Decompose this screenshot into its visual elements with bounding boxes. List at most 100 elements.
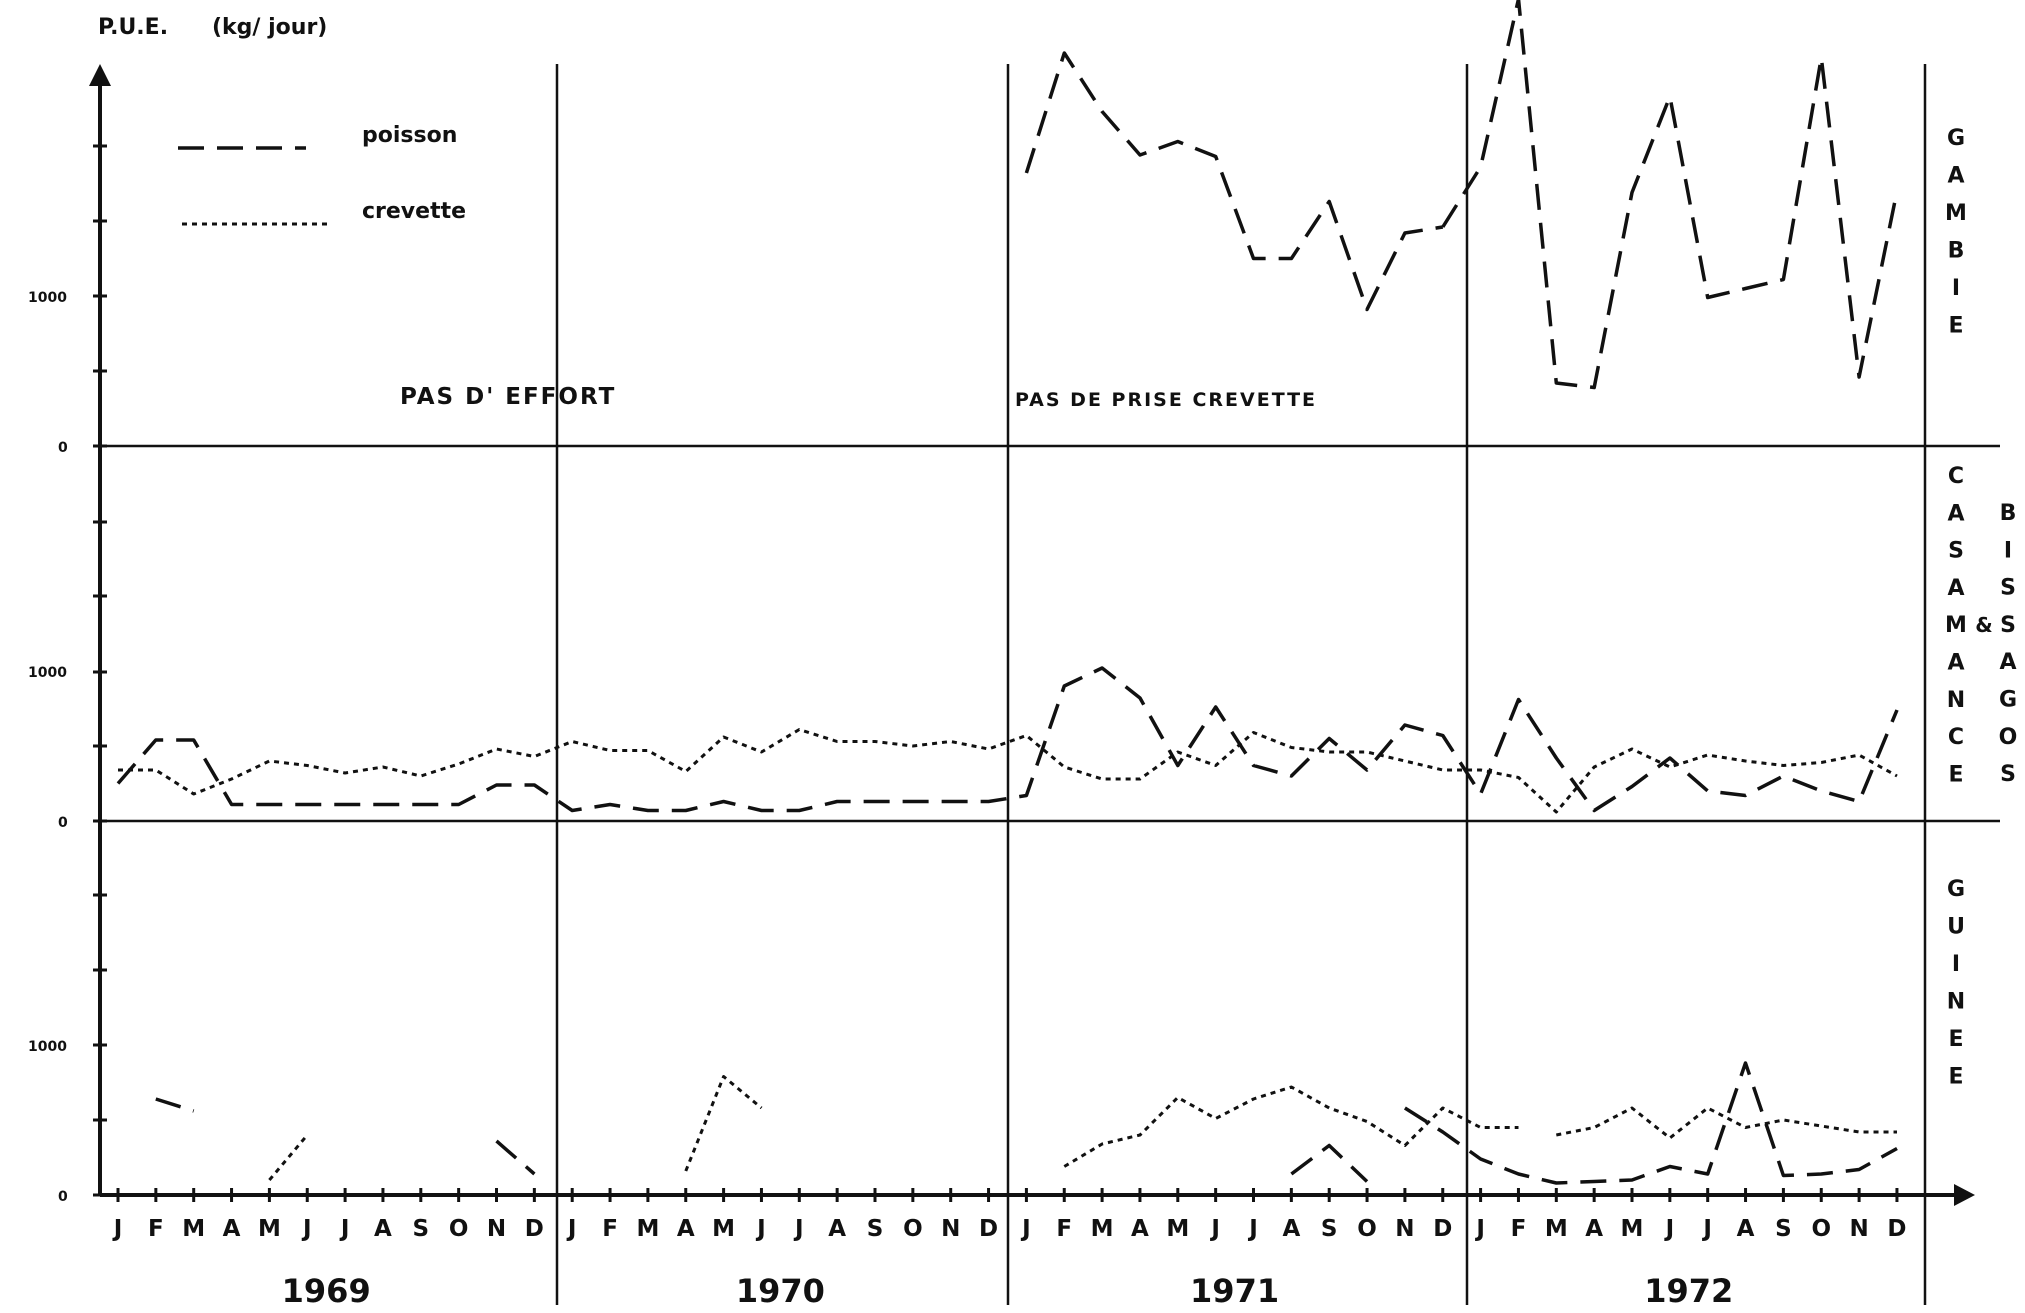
series-guinee-crevette-1 [684,1075,763,1172]
region-label-bissagos-letter: S [2000,762,2016,787]
series-guinee-crevette-2 [1063,1085,1519,1168]
month-tick-label: M [258,1216,281,1242]
month-tick-label: O [1357,1216,1377,1242]
region-label-guinee-letter: E [1948,1065,1963,1090]
region-label-casamance-letter: A [1947,501,1964,526]
month-tick-label: S [1321,1216,1338,1242]
region-label-gambie-letter: B [1948,239,1965,264]
region-label-guinee-letter: E [1948,1027,1963,1052]
month-tick-label: M [1545,1216,1568,1242]
month-tick-label: A [1282,1216,1300,1242]
series-gambie-poisson-0 [1024,51,1444,312]
region-label-bissagos-letter: O [1999,725,2018,750]
month-tick-label: M [182,1216,205,1242]
month-tick-label: F [1511,1216,1527,1242]
month-tick-label: D [1433,1216,1452,1242]
month-tick-label: O [1811,1216,1831,1242]
annotation-pas-de-prise-crevette: PAS DE PRISE CREVETTE [1015,389,1317,411]
tick-marks [93,144,1899,1202]
month-tick-label: F [148,1216,164,1242]
y-tick-label-1000: 1000 [28,665,67,681]
month-tick-label: J [793,1216,804,1242]
region-label-casamance-letter: N [1947,688,1965,713]
month-tick-label: A [677,1216,695,1242]
month-tick-label: J [301,1216,312,1242]
month-tick-label: J [1209,1216,1220,1242]
series-guinee-poisson-2 [1290,1143,1369,1183]
series-guinee-poisson-3 [1403,1061,1898,1185]
x-axis-arrowhead [1954,1184,1975,1206]
month-tick-label: O [903,1216,923,1242]
series-casamance-poisson-0 [116,666,1899,813]
region-label-bissagos-letter: A [1999,650,2016,675]
series-guinee-crevette-3 [1556,1106,1897,1140]
region-label-casamance-letter: C [1948,464,1964,489]
month-tick-label: J [339,1216,350,1242]
month-tick-label: J [112,1216,123,1242]
month-tick-label: J [1020,1216,1031,1242]
month-tick-label: A [223,1216,241,1242]
month-tick-label: A [374,1216,392,1242]
month-tick-label: N [1395,1216,1414,1242]
month-tick-label: A [1585,1216,1603,1242]
axes [89,64,1975,1206]
year-label-1972: 1972 [1644,1272,1733,1310]
legend-crevette-label: crevette [362,199,466,224]
data-series [116,0,1899,1185]
region-label-gambie-letter: A [1947,164,1964,189]
region-label-guinee-letter: U [1947,915,1965,940]
month-tick-label: D [1887,1216,1906,1242]
series-guinee-poisson-0 [155,1097,195,1113]
region-label-guinee-letter: N [1947,990,1965,1015]
region-label-casamance-letter: A [1947,651,1964,676]
y-tick-label-zero: 0 [58,1189,68,1205]
series-gambie-poisson-1 [1441,0,1899,390]
region-label-gambie-letter: M [1945,201,1967,226]
region-label-bissagos-letter: S [2000,576,2016,601]
month-tick-label: J [566,1216,577,1242]
region-label-guinee-letter: I [1952,952,1960,977]
month-tick-label: J [755,1216,766,1242]
month-tick-label: J [1474,1216,1485,1242]
region-label-bissagos-letter: B [2000,501,2017,526]
month-tick-label: F [602,1216,618,1242]
region-label-gambie-letter: G [1947,126,1965,151]
month-tick-label: S [1775,1216,1792,1242]
region-label-bissagos-letter: G [1999,688,2017,713]
year-label-1969: 1969 [282,1272,371,1310]
region-label-gambie-letter: E [1948,314,1963,339]
series-guinee-poisson-1 [495,1139,536,1176]
month-tick-label: O [449,1216,469,1242]
legend-poisson-label: poisson [362,123,457,148]
y-tick-label-zero: 0 [58,815,68,831]
year-label-1970: 1970 [736,1272,825,1310]
series-casamance-crevette-0 [118,728,1898,814]
region-label-guinee-letter: G [1947,877,1965,902]
chart-text: P.U.E. (kg/ jour) poisson crevette PAS D… [28,15,2017,1310]
month-tick-label: S [413,1216,430,1242]
month-tick-label: A [1131,1216,1149,1242]
region-label-join: & [1975,613,1992,637]
month-tick-label: A [1737,1216,1755,1242]
annotation-pas-d-effort: PAS D' EFFORT [400,384,616,410]
region-label-bissagos-letter: S [2000,613,2016,638]
grid-lines [100,64,2000,1305]
y-axis-label: P.U.E. [98,15,168,40]
series-guinee-crevette-0 [268,1134,309,1181]
year-label-1971: 1971 [1190,1272,1279,1310]
month-tick-label: A [828,1216,846,1242]
month-tick-label: M [1091,1216,1114,1242]
month-tick-label: J [1664,1216,1675,1242]
y-tick-label-1000: 1000 [28,290,67,306]
month-tick-label: N [1849,1216,1868,1242]
region-label-casamance-letter: A [1947,576,1964,601]
month-tick-label: J [1701,1216,1712,1242]
month-tick-label: D [979,1216,998,1242]
month-tick-label: D [525,1216,544,1242]
month-tick-label: M [636,1216,659,1242]
y-tick-label-1000: 1000 [28,1039,67,1055]
y-axis-arrowhead [89,64,111,86]
region-label-casamance-letter: S [1948,539,1964,564]
month-tick-label: N [941,1216,960,1242]
